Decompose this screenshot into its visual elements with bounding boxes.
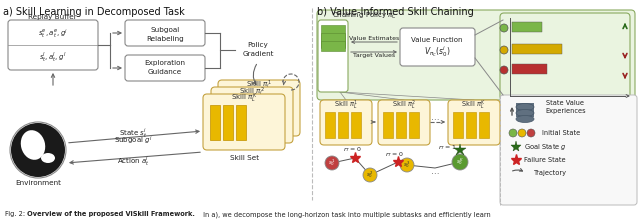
Circle shape bbox=[400, 158, 414, 172]
Text: Replay Buffer: Replay Buffer bbox=[28, 14, 76, 20]
Text: Gradient: Gradient bbox=[243, 51, 274, 57]
Bar bbox=[321, 41, 345, 51]
Bar bbox=[236, 105, 246, 140]
Bar bbox=[396, 112, 406, 138]
Circle shape bbox=[527, 129, 535, 137]
Text: Skill Set: Skill Set bbox=[230, 155, 260, 161]
Bar bbox=[409, 112, 419, 138]
Text: Policy: Policy bbox=[248, 42, 268, 48]
Text: Skill $\pi_L^K$: Skill $\pi_L^K$ bbox=[461, 98, 486, 112]
FancyBboxPatch shape bbox=[218, 80, 300, 136]
Text: Skill $\pi_L^1$: Skill $\pi_L^1$ bbox=[246, 78, 272, 92]
Circle shape bbox=[452, 154, 468, 170]
Text: Target Values: Target Values bbox=[353, 54, 395, 58]
Text: Experiences: Experiences bbox=[545, 108, 586, 114]
Text: Failure State: Failure State bbox=[524, 157, 566, 163]
Circle shape bbox=[11, 123, 65, 177]
Bar bbox=[383, 112, 393, 138]
Text: $s_0^K$: $s_0^K$ bbox=[456, 157, 464, 167]
Text: $r_T = 1$: $r_T = 1$ bbox=[438, 144, 456, 153]
Text: Chaining Policy $\pi_C$: Chaining Policy $\pi_C$ bbox=[332, 11, 397, 21]
FancyBboxPatch shape bbox=[320, 100, 372, 145]
Bar bbox=[512, 64, 547, 74]
Text: ...: ... bbox=[431, 167, 439, 176]
Circle shape bbox=[325, 156, 339, 170]
Circle shape bbox=[509, 129, 517, 137]
Text: Skill $\pi_L^1$: Skill $\pi_L^1$ bbox=[333, 98, 358, 112]
Ellipse shape bbox=[516, 116, 534, 122]
Bar bbox=[512, 44, 562, 54]
Bar bbox=[351, 112, 361, 138]
Text: Relabeling: Relabeling bbox=[146, 36, 184, 42]
Circle shape bbox=[500, 46, 508, 54]
Bar bbox=[453, 112, 463, 138]
Text: Exploration: Exploration bbox=[145, 60, 186, 66]
Bar bbox=[210, 105, 220, 140]
Circle shape bbox=[518, 129, 526, 137]
Text: $V_{\pi_C}(s_0^i)$: $V_{\pi_C}(s_0^i)$ bbox=[424, 45, 450, 60]
Ellipse shape bbox=[20, 130, 45, 160]
Text: $r_T = 0$: $r_T = 0$ bbox=[385, 151, 403, 159]
FancyBboxPatch shape bbox=[500, 13, 630, 100]
Ellipse shape bbox=[41, 153, 55, 163]
FancyBboxPatch shape bbox=[378, 100, 430, 145]
FancyBboxPatch shape bbox=[125, 55, 205, 81]
FancyBboxPatch shape bbox=[500, 95, 637, 205]
Text: $s_0^1$: $s_0^1$ bbox=[328, 158, 335, 168]
Text: $s_0^2$: $s_0^2$ bbox=[367, 170, 374, 180]
Text: State Value: State Value bbox=[546, 100, 584, 106]
Text: Guidance: Guidance bbox=[148, 69, 182, 75]
Text: Subgoal: Subgoal bbox=[150, 27, 180, 33]
FancyBboxPatch shape bbox=[400, 28, 475, 66]
FancyBboxPatch shape bbox=[203, 94, 285, 150]
Text: Value Estimates: Value Estimates bbox=[349, 35, 399, 41]
Bar bbox=[512, 22, 542, 32]
Text: Action $a_t^i$: Action $a_t^i$ bbox=[116, 154, 149, 168]
Ellipse shape bbox=[516, 109, 534, 116]
Text: In a), we decompose the long-horizon task into multiple subtasks and efficiently: In a), we decompose the long-horizon tas… bbox=[201, 211, 491, 217]
Bar bbox=[338, 112, 348, 138]
FancyBboxPatch shape bbox=[125, 20, 205, 46]
Text: Skill $\pi_L^2$: Skill $\pi_L^2$ bbox=[392, 98, 416, 112]
Text: Environment: Environment bbox=[15, 180, 61, 186]
FancyBboxPatch shape bbox=[318, 20, 348, 92]
Text: $r_T = 0$: $r_T = 0$ bbox=[342, 146, 362, 155]
Bar bbox=[321, 25, 345, 47]
Text: Initial State: Initial State bbox=[542, 130, 580, 136]
FancyBboxPatch shape bbox=[317, 10, 635, 100]
Text: b) Value-Informed Skill Chaining: b) Value-Informed Skill Chaining bbox=[317, 7, 474, 17]
Bar bbox=[325, 112, 335, 138]
Circle shape bbox=[500, 66, 508, 74]
Bar bbox=[479, 112, 489, 138]
Text: $s_t^e, a_t^e, g^i$: $s_t^e, a_t^e, g^i$ bbox=[38, 27, 68, 41]
Text: a) Skill Learning in Decomposed Task: a) Skill Learning in Decomposed Task bbox=[3, 7, 185, 17]
Bar bbox=[516, 103, 534, 117]
FancyBboxPatch shape bbox=[8, 20, 98, 70]
Text: Fig. 2:: Fig. 2: bbox=[5, 211, 28, 217]
Bar bbox=[223, 105, 233, 140]
Text: Skill $\pi_L^K$: Skill $\pi_L^K$ bbox=[230, 91, 257, 105]
Text: ...: ... bbox=[431, 114, 439, 122]
Text: $s_t^l, a_t^l, g^l$: $s_t^l, a_t^l, g^l$ bbox=[39, 50, 67, 64]
Text: Trajectory: Trajectory bbox=[534, 170, 567, 176]
Bar bbox=[321, 33, 345, 48]
Text: State $s_t^i$: State $s_t^i$ bbox=[119, 126, 147, 140]
Circle shape bbox=[500, 24, 508, 32]
Circle shape bbox=[10, 122, 66, 178]
Text: $s_0^3$: $s_0^3$ bbox=[403, 160, 411, 170]
Text: Skill $\pi_L^2$: Skill $\pi_L^2$ bbox=[239, 85, 265, 99]
Text: Goal State $g$: Goal State $g$ bbox=[524, 142, 567, 152]
Circle shape bbox=[363, 168, 377, 182]
FancyBboxPatch shape bbox=[448, 100, 500, 145]
Text: Overview of the proposed ViSkill Framework.: Overview of the proposed ViSkill Framewo… bbox=[27, 211, 195, 217]
Text: Subgoal $g^i$: Subgoal $g^i$ bbox=[114, 135, 152, 147]
Text: Value Function: Value Function bbox=[412, 37, 463, 43]
FancyBboxPatch shape bbox=[211, 87, 293, 143]
Ellipse shape bbox=[516, 103, 534, 111]
Bar bbox=[466, 112, 476, 138]
